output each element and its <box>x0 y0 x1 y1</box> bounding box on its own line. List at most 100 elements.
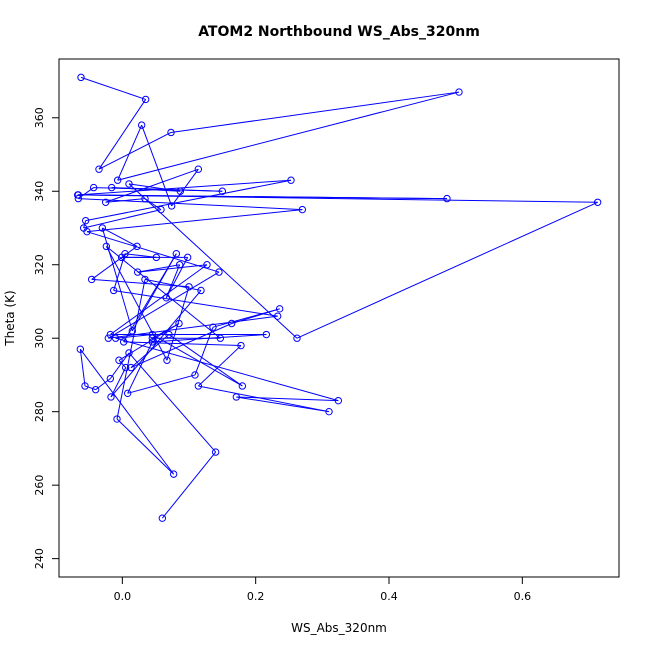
data-point <box>293 334 301 342</box>
series-segment <box>124 253 157 258</box>
series-segment <box>115 337 339 402</box>
data-point <box>152 253 161 262</box>
data-point <box>141 275 149 284</box>
data-point <box>102 242 111 251</box>
data-point <box>106 374 115 383</box>
x-tick-label: 0.2 <box>247 590 265 603</box>
data-point <box>81 382 89 390</box>
series-segment <box>127 374 196 394</box>
series-segment <box>79 349 86 387</box>
series-segment <box>198 385 330 413</box>
data-point <box>89 183 98 192</box>
series-segment <box>116 418 175 475</box>
y-axis-label: Theta (K) <box>3 290 17 346</box>
x-tick-label: 0.6 <box>514 590 532 603</box>
series-segment <box>118 359 127 368</box>
data-point <box>107 393 115 401</box>
series-segment <box>168 334 243 387</box>
series-segment <box>77 194 598 203</box>
data-point <box>216 334 225 342</box>
data-point <box>73 191 82 199</box>
data-point <box>167 202 176 210</box>
data-point <box>455 88 463 96</box>
series-segment <box>105 168 199 203</box>
data-point <box>165 330 173 339</box>
data-point <box>133 242 141 251</box>
data-point <box>113 415 121 423</box>
data-point <box>115 356 123 364</box>
series-segment <box>101 227 133 331</box>
data-point <box>133 268 142 276</box>
series-segment <box>91 245 138 280</box>
x-axis-label: WS_Abs_320nm <box>291 621 387 635</box>
data-point <box>298 205 307 214</box>
y-tick-label: 300 <box>33 328 46 349</box>
data-point <box>325 407 333 416</box>
data-point <box>87 275 96 284</box>
data-point <box>203 261 211 269</box>
chart-title: ATOM2 Northbound WS_Abs_320nm <box>198 24 480 40</box>
data-point <box>104 334 113 342</box>
series-segment <box>197 345 242 387</box>
data-point <box>175 261 184 269</box>
y-tick-label: 360 <box>33 107 46 128</box>
data-point <box>148 338 157 346</box>
data-point <box>194 165 203 173</box>
data-point <box>148 330 157 339</box>
data-point <box>137 121 146 129</box>
series-segment <box>85 179 292 222</box>
series-segment <box>117 91 460 181</box>
data-point <box>185 283 193 291</box>
series-segment <box>128 352 217 453</box>
series-segment <box>236 396 330 413</box>
data-point <box>111 334 120 342</box>
data-point <box>77 73 85 82</box>
series-segment <box>231 308 280 324</box>
data-point <box>98 224 107 232</box>
data-point <box>275 305 284 313</box>
y-tick-label: 260 <box>33 475 46 496</box>
series-segment <box>98 132 172 170</box>
data-point <box>593 198 602 206</box>
series-segment <box>131 253 177 332</box>
data-point <box>197 286 205 295</box>
data-point <box>162 294 171 302</box>
data-point <box>81 216 90 225</box>
data-point <box>157 205 165 214</box>
data-point <box>101 198 110 206</box>
data-point <box>121 363 130 372</box>
series-segment <box>98 99 147 170</box>
data-point <box>334 396 343 405</box>
y-tick-label: 340 <box>33 181 46 202</box>
series-segment <box>194 327 214 376</box>
data-point <box>169 470 178 478</box>
series-segment <box>116 279 146 420</box>
data-point <box>106 330 115 339</box>
data-point <box>232 393 241 401</box>
series-segment <box>83 209 162 229</box>
data-point <box>128 327 137 335</box>
series-segment <box>110 264 208 335</box>
data-point <box>215 268 223 276</box>
series-segment <box>83 220 87 229</box>
data-point <box>175 319 183 328</box>
series-layer <box>73 73 602 522</box>
series-segment <box>91 278 190 288</box>
data-point <box>163 356 171 364</box>
series-segment <box>102 227 138 247</box>
series-segment <box>141 124 173 207</box>
series-segment <box>109 352 130 379</box>
series-segment <box>236 396 339 402</box>
data-point <box>167 128 175 137</box>
data-point <box>218 187 227 195</box>
data-point <box>125 349 133 357</box>
series-segment <box>161 451 217 519</box>
data-point <box>211 448 220 456</box>
y-axis: 240 260 280 300 320 340 360 <box>33 107 60 569</box>
data-point <box>287 176 295 184</box>
data-point <box>158 514 167 522</box>
data-point <box>191 371 199 379</box>
series-segment <box>106 245 221 339</box>
data-point <box>123 389 132 398</box>
